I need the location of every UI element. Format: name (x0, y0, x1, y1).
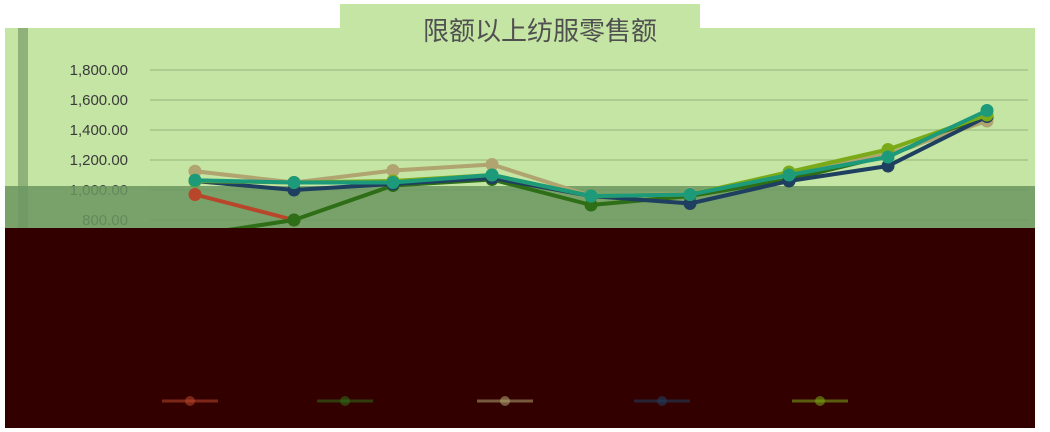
data-point (188, 164, 202, 178)
data-point (386, 164, 400, 177)
y-tick-label: 1,400.00 (70, 122, 128, 139)
lower-band (5, 228, 1035, 428)
data-point (188, 173, 202, 187)
data-point (485, 158, 499, 171)
data-point (683, 188, 697, 201)
title-backdrop (340, 4, 700, 32)
data-point (485, 168, 499, 182)
legend-marker (185, 396, 195, 406)
data-point (980, 104, 994, 117)
legend-marker (340, 396, 350, 406)
y-tick-label: 1,800.00 (70, 62, 128, 79)
legend-marker (657, 396, 667, 406)
y-tick-label: 1,200.00 (70, 152, 128, 169)
data-point (188, 188, 202, 201)
y-tick-label: 1,600.00 (70, 92, 128, 109)
data-point (782, 168, 796, 182)
data-point (287, 176, 301, 189)
series-line (194, 192, 295, 222)
legend (162, 396, 848, 406)
data-point (584, 198, 598, 212)
series-lines (188, 104, 994, 242)
left-accent-strip (18, 28, 28, 242)
legend-marker (500, 396, 510, 406)
data-point (881, 150, 895, 164)
data-point (584, 189, 598, 203)
data-point (881, 159, 895, 173)
legend-marker (815, 396, 825, 406)
data-point (287, 213, 301, 227)
data-point (683, 197, 697, 210)
data-point (386, 176, 400, 189)
chart-title: 限额以上纺服零售额 (423, 17, 657, 47)
series-6 (188, 104, 994, 203)
